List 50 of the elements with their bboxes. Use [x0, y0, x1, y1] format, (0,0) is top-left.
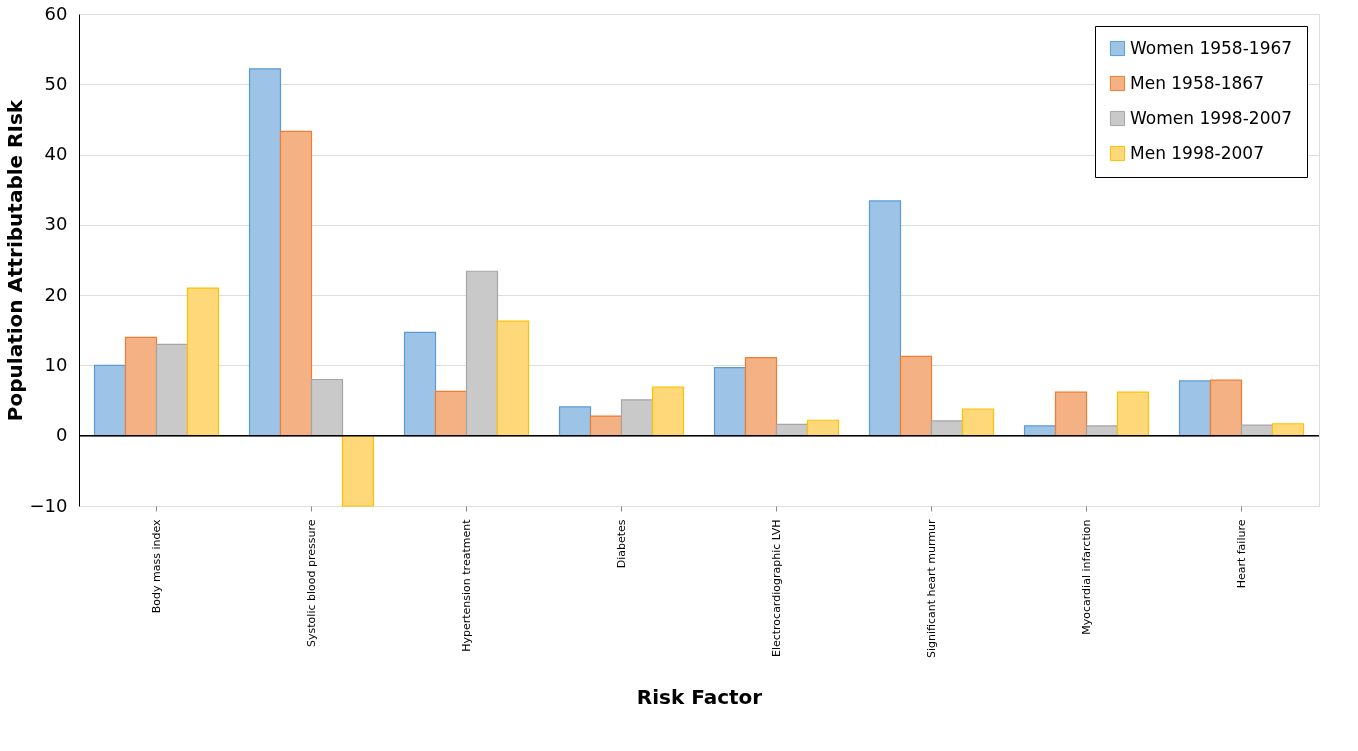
bar — [124, 336, 158, 437]
x-tick-label: Myocardial infarction — [1079, 519, 1093, 635]
bar — [806, 419, 840, 437]
bar — [1054, 391, 1088, 437]
bar — [434, 390, 468, 437]
bar — [651, 386, 685, 437]
y-tick-label: 40 — [44, 143, 68, 165]
bar — [465, 270, 499, 437]
x-tick-label: Systolic blood pressure — [304, 519, 318, 647]
bar — [155, 343, 189, 437]
y-tick-label: 10 — [44, 353, 68, 375]
x-tick-label: Diabetes — [614, 519, 628, 569]
legend-label: Women 1998-2007 — [1130, 107, 1293, 128]
bar — [279, 130, 313, 437]
bar — [1271, 423, 1305, 437]
x-tick-label: Electrocardiographic LVH — [769, 519, 783, 658]
bar — [930, 420, 964, 437]
bar — [868, 200, 902, 437]
x-tick-label: Significant heart murmur — [924, 519, 938, 659]
bar — [589, 415, 623, 437]
legend-label: Women 1958-1967 — [1130, 37, 1293, 58]
bar — [248, 68, 282, 437]
bar — [1178, 380, 1212, 437]
x-tick-label: Body mass index — [149, 519, 163, 614]
legend-label: Men 1958-1867 — [1130, 72, 1264, 93]
bar — [186, 287, 220, 437]
bar — [93, 364, 127, 437]
y-tick-label: 20 — [44, 283, 68, 305]
bar — [403, 331, 437, 437]
bar — [961, 408, 995, 437]
y-axis-title: Population Attributable RIsk — [2, 99, 27, 422]
legend-label: Men 1998-2007 — [1130, 142, 1264, 163]
y-tick-label: 30 — [44, 213, 68, 235]
y-tick-label: −10 — [29, 494, 68, 516]
bar — [310, 378, 344, 437]
y-tick-label: 50 — [44, 72, 68, 94]
bar — [1116, 391, 1150, 437]
y-tick-label: 60 — [44, 2, 68, 24]
bar — [713, 366, 747, 437]
bar — [496, 320, 530, 437]
bar — [1209, 379, 1243, 437]
bar — [620, 399, 654, 437]
x-axis-title: Risk Factor — [636, 685, 763, 710]
bar — [341, 435, 375, 507]
bar — [899, 355, 933, 437]
bar — [558, 406, 592, 437]
bar — [744, 357, 778, 437]
x-tick-label: Hypertension treatment — [459, 518, 473, 652]
x-tick-label: Heart failure — [1234, 519, 1248, 589]
y-tick-label: 0 — [56, 424, 68, 446]
